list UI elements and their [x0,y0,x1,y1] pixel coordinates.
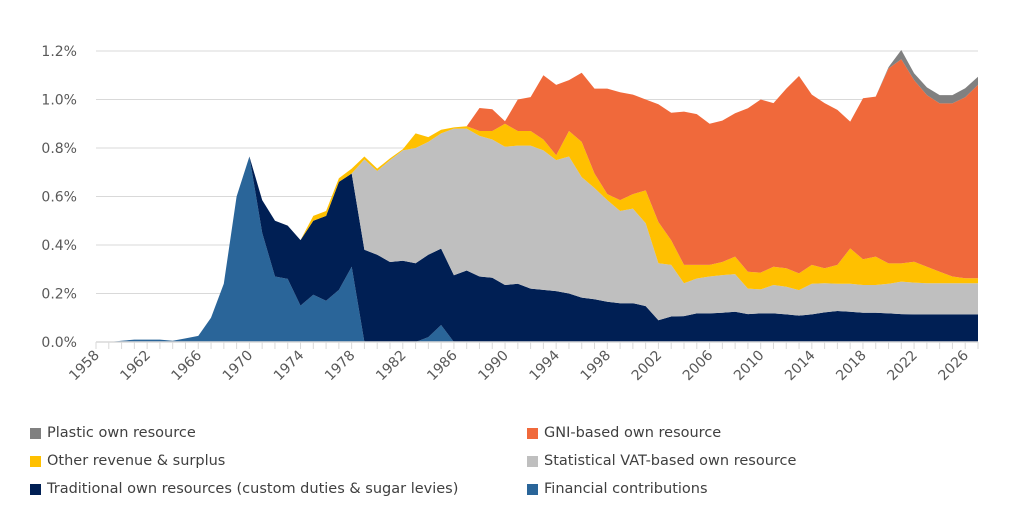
areas [96,50,978,342]
x-tick-label: 2002 [629,348,666,385]
x-tick-label: 2018 [833,348,870,385]
x-tick-label: 2014 [782,347,819,384]
area-traditional-own-resources-custom-duties-sugar-levies [96,156,978,342]
y-tick-label: 0.6% [41,190,77,206]
x-tick-label: 1958 [66,348,103,385]
x-tick-label: 2022 [884,348,921,385]
area-gni-based-own-resource [96,59,978,342]
y-tick-label: 0.0% [41,335,77,351]
x-tick-label: 1974 [271,347,308,384]
area-statistical-vat-based-own-resource [96,128,978,342]
x-tick-label: 1970 [220,348,257,385]
x-tick-label: 1998 [578,348,615,385]
x-tick-label: 1978 [322,348,359,385]
x-tick-label: 2006 [680,347,717,384]
x-tick-label: 1962 [117,348,154,385]
x-tick-label: 1982 [373,348,410,385]
y-tick-label: 1.0% [41,93,77,109]
y-tick-label: 0.2% [41,287,77,303]
y-axis: 0.0% 0.2% 0.4% 0.6% 0.8% 1.0% 1.2% [41,44,77,351]
x-tick-label: 2010 [731,348,768,385]
x-tick-label: 2026 [936,347,973,384]
y-tick-label: 1.2% [41,44,77,60]
x-axis: 1958 1962 1966 1970 1974 1978 1982 1986 1990 1994… [66,341,979,385]
x-tick-label: 1994 [526,347,563,384]
y-tick-label: 0.4% [41,238,77,254]
x-tick-label: 1966 [169,347,206,384]
x-tick-label: 1990 [475,348,512,385]
y-tick-label: 0.8% [41,141,77,157]
x-tick-label: 1986 [424,347,461,384]
area-other-revenue-surplus [96,123,978,342]
